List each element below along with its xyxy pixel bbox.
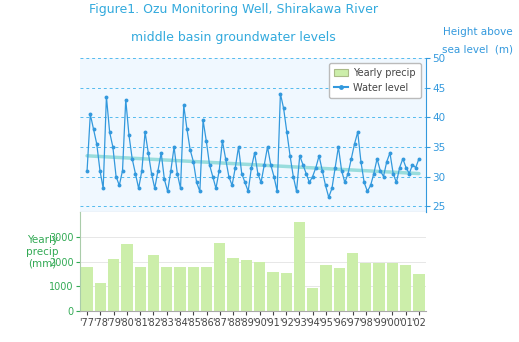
Text: Height above: Height above: [443, 27, 512, 37]
Legend: Yearly precip, Water level: Yearly precip, Water level: [329, 63, 421, 97]
Bar: [334, 268, 345, 311]
Bar: [281, 273, 292, 311]
Bar: [347, 253, 358, 311]
Bar: [267, 272, 279, 311]
Bar: [121, 244, 132, 311]
Bar: [413, 274, 425, 311]
Bar: [227, 258, 239, 311]
Bar: [188, 267, 199, 311]
Bar: [161, 267, 172, 311]
Bar: [387, 263, 398, 311]
Bar: [174, 267, 186, 311]
Bar: [307, 288, 318, 311]
Text: middle basin groundwater levels: middle basin groundwater levels: [131, 31, 336, 44]
Text: Figure1. Ozu Monitoring Well, Shirakawa River: Figure1. Ozu Monitoring Well, Shirakawa …: [89, 3, 378, 16]
Bar: [94, 283, 106, 311]
Bar: [108, 259, 119, 311]
Bar: [214, 243, 225, 311]
Bar: [254, 262, 265, 311]
Bar: [374, 263, 385, 311]
Bar: [360, 263, 372, 311]
Bar: [201, 267, 212, 311]
Bar: [400, 265, 412, 311]
Bar: [81, 267, 93, 311]
Bar: [294, 222, 305, 311]
Text: sea level  (m): sea level (m): [442, 44, 513, 54]
Y-axis label: Yearly
precip
(mm): Yearly precip (mm): [26, 235, 59, 268]
Bar: [134, 267, 146, 311]
Bar: [148, 255, 159, 311]
Bar: [241, 260, 252, 311]
Bar: [320, 265, 332, 311]
